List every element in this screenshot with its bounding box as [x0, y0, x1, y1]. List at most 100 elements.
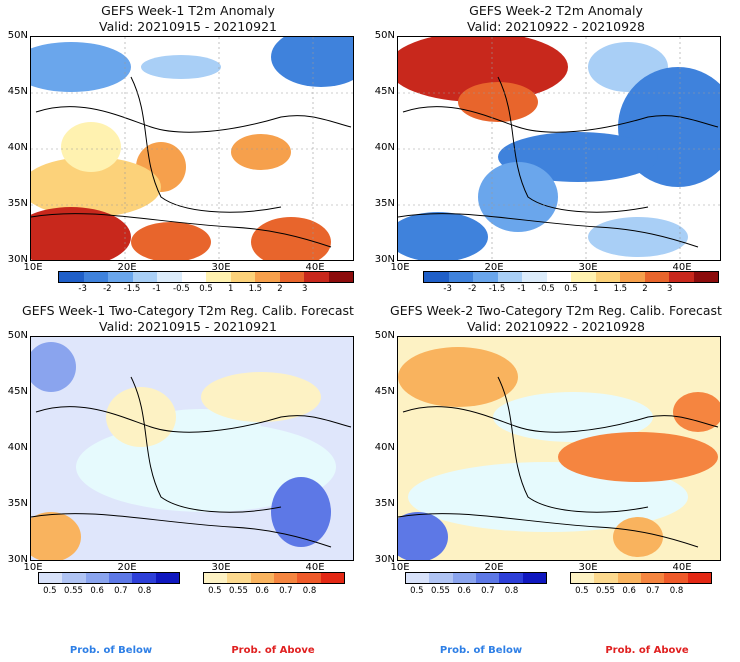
colorbar-swatch	[181, 272, 206, 282]
lat-label: 50N	[374, 330, 395, 341]
colorbar-tick-label: 1.5	[248, 284, 263, 294]
colorbar-tick-label: 0.5	[575, 586, 589, 596]
panel4-title: GEFS Week-2 Two-Category T2m Reg. Calib.…	[376, 303, 736, 335]
lon-label: 40E	[672, 262, 692, 273]
colorbar-swatch	[279, 272, 304, 282]
lon-label: 20E	[484, 562, 504, 573]
panel4-title-text: GEFS Week-2 Two-Category T2m Reg. Calib.…	[390, 303, 722, 318]
colorbar-swatch	[522, 573, 546, 583]
colorbar-tick-label: 2	[642, 284, 648, 294]
colorbar-swatch	[499, 573, 523, 583]
colorbar-tick-label: 0.5	[410, 586, 424, 596]
lat-label: 45N	[374, 86, 395, 97]
lon-label: 10E	[390, 262, 410, 273]
colorbar-tick-label: 0.8	[137, 586, 152, 596]
colorbar-swatch	[664, 573, 688, 583]
colorbar-tick-label: 2	[277, 284, 283, 294]
lat-label: 45N	[7, 386, 28, 397]
colorbar-tick-label: -0.5	[173, 284, 190, 294]
colorbar-swatch	[640, 573, 665, 583]
colorbar-swatch	[429, 573, 453, 583]
colorbar-tick-label: 0.55	[431, 586, 450, 596]
lat-label: 35N	[7, 498, 28, 509]
colorbar-tick-label: 0.55	[596, 586, 615, 596]
lon-label: 40E	[305, 562, 325, 573]
colorbar-swatch	[255, 272, 280, 282]
colorbar-tick-label: 0.8	[302, 586, 317, 596]
colorbar-tick-label: 0.6	[622, 586, 636, 596]
lat-label: 40N	[7, 442, 28, 453]
colorbar-tick-label: 0.55	[229, 586, 248, 596]
panel1-title-text: GEFS Week-1 T2m Anomaly	[101, 3, 275, 18]
prob-below-label-week1: Prob. of Below	[69, 645, 153, 656]
lat-label: 30N	[374, 254, 395, 265]
colorbar-swatch	[155, 573, 179, 583]
map-week1-anomaly	[30, 36, 354, 261]
lat-label: 45N	[374, 386, 395, 397]
lon-label: 40E	[305, 262, 325, 273]
colorbar-swatch	[406, 573, 430, 583]
colorbar-tick-label: 0.8	[504, 586, 519, 596]
colorbar-swatch	[424, 272, 449, 282]
colorbar-swatch	[273, 573, 298, 583]
colorbar-swatch	[230, 272, 255, 282]
colorbar-tick-label: 1	[592, 284, 599, 294]
colorbar-swatch	[108, 573, 133, 583]
colorbar-swatch	[39, 573, 63, 583]
colorbar-swatch	[83, 272, 108, 282]
prob-above-colorbar-week2	[570, 572, 712, 584]
colorbar-tick-label: 0.7	[114, 586, 128, 596]
colorbar-tick-label: 0.5	[208, 586, 222, 596]
colorbar-swatch	[62, 573, 86, 583]
colorbar-swatch	[571, 272, 596, 282]
colorbar-tick-label: 0.7	[646, 586, 660, 596]
colorbar-swatch	[132, 573, 156, 583]
colorbar-tick-label: 0.8	[669, 586, 684, 596]
prob-below-colorbar-week2	[405, 572, 547, 584]
colorbar-tick-label: 1.5	[613, 284, 628, 294]
anomaly-colorbar-week2	[423, 271, 719, 283]
colorbar-swatch	[497, 272, 522, 282]
colorbar-swatch	[204, 573, 228, 583]
lat-label: 40N	[7, 142, 28, 153]
lon-label: 40E	[672, 562, 692, 573]
colorbar-tick-label: -0.5	[538, 284, 555, 294]
panel2-title: GEFS Week-2 T2m Anomaly Valid: 20210922 …	[376, 3, 736, 35]
colorbar-swatch	[108, 272, 133, 282]
colorbar-swatch	[669, 272, 694, 282]
lat-label: 35N	[374, 198, 395, 209]
colorbar-swatch	[297, 573, 321, 583]
colorbar-tick-label: -2	[468, 284, 477, 294]
colorbar-tick-label: -1.5	[123, 284, 141, 294]
anomaly-colorbar-week1	[58, 271, 354, 283]
colorbar-swatch	[452, 573, 476, 583]
colorbar-swatch	[85, 573, 109, 583]
colorbar-tick-label: 0.7	[279, 586, 293, 596]
colorbar-swatch	[157, 272, 182, 282]
lon-label: 10E	[390, 562, 410, 573]
colorbar-swatch	[206, 272, 231, 282]
panel2-valid-text: Valid: 20210922 - 20210928	[466, 19, 645, 34]
colorbar-tick-label: 0.7	[481, 586, 495, 596]
lon-label: 10E	[23, 262, 43, 273]
map-week2-anomaly	[397, 36, 721, 261]
panel4-valid-text: Valid: 20210922 - 20210928	[466, 319, 645, 334]
panel3-title: GEFS Week-1 Two-Category T2m Reg. Calib.…	[8, 303, 368, 335]
panel3-title-text: GEFS Week-1 Two-Category T2m Reg. Calib.…	[22, 303, 354, 318]
colorbar-swatch	[304, 272, 329, 282]
colorbar-swatch	[594, 573, 618, 583]
colorbar-swatch	[571, 573, 595, 583]
lon-label: 20E	[117, 262, 137, 273]
colorbar-tick-label: -2	[103, 284, 112, 294]
prob-above-label-week1: Prob. of Above	[231, 645, 315, 656]
lon-label: 20E	[117, 562, 137, 573]
lat-label: 50N	[7, 330, 28, 341]
colorbar-swatch	[620, 272, 645, 282]
lat-label: 35N	[7, 198, 28, 209]
lat-label: 50N	[7, 30, 28, 41]
prob-below-colorbar-week1	[38, 572, 180, 584]
panel3-valid-text: Valid: 20210915 - 20210921	[98, 319, 277, 334]
colorbar-tick-label: 0.5	[43, 586, 57, 596]
colorbar-swatch	[227, 573, 251, 583]
panel1-valid-text: Valid: 20210915 - 20210921	[98, 19, 277, 34]
